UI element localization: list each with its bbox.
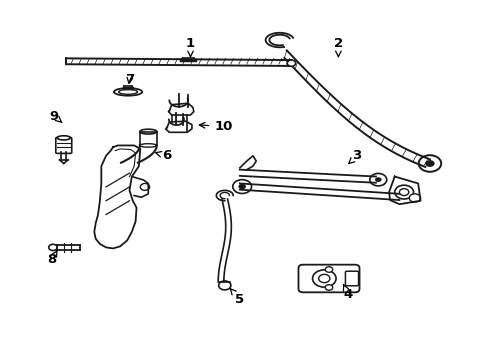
Text: 5: 5 <box>230 289 244 306</box>
FancyBboxPatch shape <box>298 265 359 292</box>
Text: 10: 10 <box>199 120 232 133</box>
FancyBboxPatch shape <box>56 138 72 153</box>
Text: 9: 9 <box>50 109 61 122</box>
Text: 4: 4 <box>343 284 352 301</box>
Circle shape <box>325 267 332 272</box>
FancyBboxPatch shape <box>345 271 358 286</box>
Text: 3: 3 <box>348 149 361 163</box>
Circle shape <box>369 174 386 186</box>
Circle shape <box>394 185 413 199</box>
Circle shape <box>140 184 149 190</box>
Circle shape <box>418 155 440 172</box>
Circle shape <box>232 180 251 193</box>
Circle shape <box>49 244 57 251</box>
Ellipse shape <box>57 136 70 140</box>
Circle shape <box>325 285 332 290</box>
Text: 6: 6 <box>155 149 171 162</box>
Circle shape <box>374 177 381 182</box>
Circle shape <box>408 194 420 202</box>
Text: 2: 2 <box>333 37 342 57</box>
Circle shape <box>218 281 230 290</box>
Ellipse shape <box>114 88 142 96</box>
Circle shape <box>238 184 245 189</box>
Text: 1: 1 <box>185 37 195 57</box>
Circle shape <box>312 270 335 287</box>
Text: 7: 7 <box>124 73 134 86</box>
Circle shape <box>286 60 295 66</box>
Circle shape <box>425 160 434 167</box>
Ellipse shape <box>140 129 156 134</box>
Text: 8: 8 <box>47 250 57 266</box>
